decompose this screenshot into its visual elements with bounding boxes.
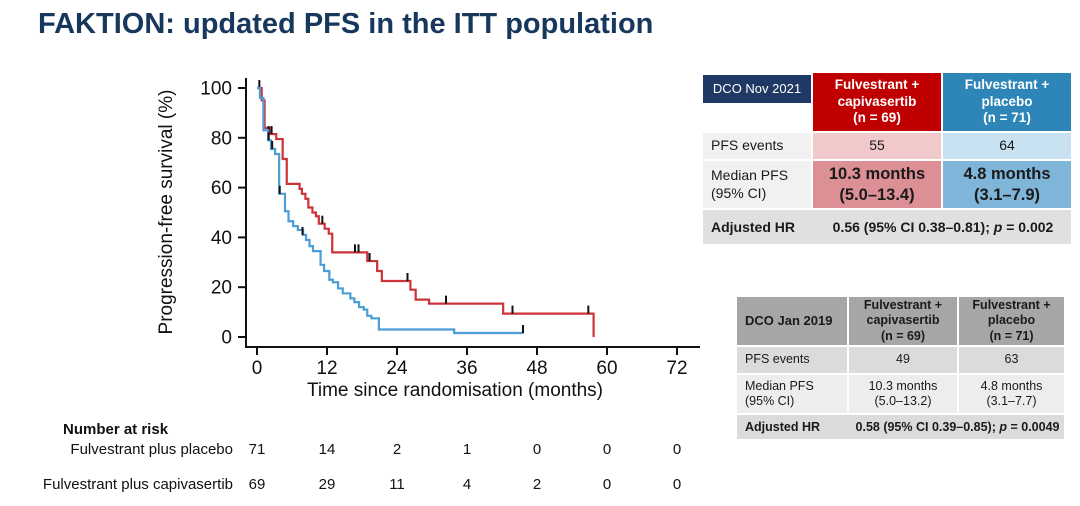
x-axis-title: Time since randomisation (months) — [307, 380, 603, 401]
risk-count: 2 — [533, 476, 541, 493]
row-label-median-pfs: Median PFS (95% CI) — [703, 161, 811, 208]
risk-count: 2 — [393, 441, 401, 458]
value-line: (3.1–7.9) — [973, 185, 1041, 204]
median-pfs-capivasertib: 10.3 months (5.0–13.4) — [813, 161, 941, 208]
placebo-column-header: Fulvestrant + placebo (n = 71) — [943, 73, 1071, 131]
risk-count: 71 — [249, 441, 266, 458]
row-label-median-pfs-2019: Median PFS (95% CI) — [737, 375, 847, 413]
header-line: Fulvestrant + — [863, 298, 943, 313]
adjusted-hr-row: Adjusted HR 0.56 (95% CI 0.38–0.81); p =… — [703, 210, 1071, 244]
label-line: (95% CI) — [745, 394, 795, 408]
adjusted-hr-row-2019: Adjusted HR 0.58 (95% CI 0.39–0.85); p =… — [737, 415, 1064, 439]
y-tick-label: 80 — [211, 128, 232, 149]
page-title: FAKTION: updated PFS in the ITT populati… — [38, 8, 654, 40]
adjusted-hr-value-2019: 0.58 (95% CI 0.39–0.85); p = 0.0049 — [851, 420, 1064, 434]
header-line: placebo — [981, 93, 1033, 109]
risk-count: 4 — [463, 476, 471, 493]
y-tick-label: 20 — [211, 278, 232, 299]
risk-count: 69 — [249, 476, 266, 493]
hr-value-pre: 0.58 (95% CI 0.39–0.85); — [855, 420, 1000, 434]
hr-value-post: = 0.002 — [1002, 219, 1054, 235]
capivasertib-column-header: Fulvestrant + capivasertib (n = 69) — [813, 73, 941, 131]
risk-count: 0 — [533, 441, 541, 458]
pfs-events-placebo: 64 — [943, 133, 1071, 159]
p-symbol: p — [999, 420, 1007, 434]
risk-row-label: Fulvestrant plus placebo — [70, 441, 233, 458]
dco-nov-2021-corner-cell: DCO Nov 2021 — [703, 73, 811, 131]
table-dco-jan-2019: DCO Jan 2019 Fulvestrant + capivasertib … — [737, 297, 1064, 439]
adjusted-hr-label-2019: Adjusted HR — [745, 420, 820, 434]
dco-date-badge: DCO Nov 2021 — [703, 75, 811, 103]
x-tick-label: 0 — [252, 358, 263, 379]
risk-count: 0 — [673, 476, 681, 493]
header-line: capivasertib — [866, 313, 940, 328]
value-line: 10.3 months — [828, 165, 926, 184]
header-line: (n = 69) — [880, 328, 926, 343]
x-tick-label: 48 — [526, 358, 547, 379]
number-at-risk-title: Number at risk — [63, 421, 169, 438]
hr-value-pre: 0.56 (95% CI 0.38–0.81); — [832, 219, 994, 235]
header-line: Fulvestrant + — [972, 298, 1051, 313]
risk-count: 0 — [673, 441, 681, 458]
header-line: placebo — [987, 313, 1036, 328]
pfs-events-capivasertib-2019: 49 — [849, 347, 957, 373]
risk-row-label: Fulvestrant plus capivasertib — [43, 476, 233, 493]
y-tick-label: 60 — [211, 178, 232, 199]
label-line: Median PFS — [745, 378, 814, 393]
risk-count: 0 — [603, 476, 611, 493]
risk-count: 1 — [463, 441, 471, 458]
x-tick-label: 12 — [316, 358, 337, 379]
y-axis-title: Progression-free survival (%) — [156, 90, 177, 335]
hr-value-post: = 0.0049 — [1007, 420, 1060, 434]
header-line: (n = 71) — [989, 328, 1034, 343]
header-line: Fulvestrant + — [834, 77, 920, 93]
median-pfs-placebo-2019: 4.8 months (3.1–7.7) — [959, 375, 1064, 413]
adjusted-hr-value: 0.56 (95% CI 0.38–0.81); p = 0.002 — [815, 219, 1071, 235]
dco-jan-2019-corner-cell: DCO Jan 2019 — [737, 297, 847, 345]
adjusted-hr-label: Adjusted HR — [711, 219, 795, 235]
table-dco-nov-2021: DCO Nov 2021 Fulvestrant + capivasertib … — [703, 73, 1071, 244]
risk-count: 29 — [319, 476, 336, 493]
p-symbol: p — [993, 219, 1003, 235]
x-tick-label: 36 — [456, 358, 477, 379]
value-line: (5.0–13.2) — [874, 394, 932, 408]
x-tick-label: 60 — [596, 358, 617, 379]
header-line: (n = 71) — [983, 110, 1031, 126]
y-tick-label: 0 — [221, 328, 232, 349]
header-line: (n = 69) — [853, 110, 901, 126]
value-line: (5.0–13.4) — [839, 185, 915, 204]
risk-count: 0 — [603, 441, 611, 458]
median-pfs-placebo: 4.8 months (3.1–7.9) — [943, 161, 1071, 208]
row-label-pfs-events: PFS events — [703, 133, 811, 159]
value-line: (3.1–7.7) — [986, 394, 1037, 408]
pfs-events-placebo-2019: 63 — [959, 347, 1064, 373]
x-tick-label: 24 — [386, 358, 408, 379]
median-pfs-capivasertib-2019: 10.3 months (5.0–13.2) — [849, 375, 957, 413]
header-line: capivasertib — [837, 93, 917, 109]
value-line: 4.8 months — [963, 165, 1051, 184]
km-curve-placebo — [257, 86, 524, 335]
km-curve-capivasertib — [257, 86, 595, 337]
pfs-events-capivasertib: 55 — [813, 133, 941, 159]
value-line: 4.8 months — [980, 378, 1043, 393]
row-label-pfs-events-2019: PFS events — [737, 347, 847, 373]
header-line: Fulvestrant + — [964, 77, 1050, 93]
value-line: 10.3 months — [868, 378, 938, 393]
placebo-column-header-2019: Fulvestrant + placebo (n = 71) — [959, 297, 1064, 345]
y-tick-label: 100 — [200, 79, 232, 100]
risk-count: 11 — [389, 476, 405, 493]
capivasertib-column-header-2019: Fulvestrant + capivasertib (n = 69) — [849, 297, 957, 345]
y-tick-label: 40 — [211, 228, 232, 249]
x-tick-label: 72 — [666, 358, 687, 379]
label-line: Median PFS — [711, 167, 789, 184]
risk-count: 14 — [319, 441, 336, 458]
label-line: (95% CI) — [711, 184, 767, 201]
